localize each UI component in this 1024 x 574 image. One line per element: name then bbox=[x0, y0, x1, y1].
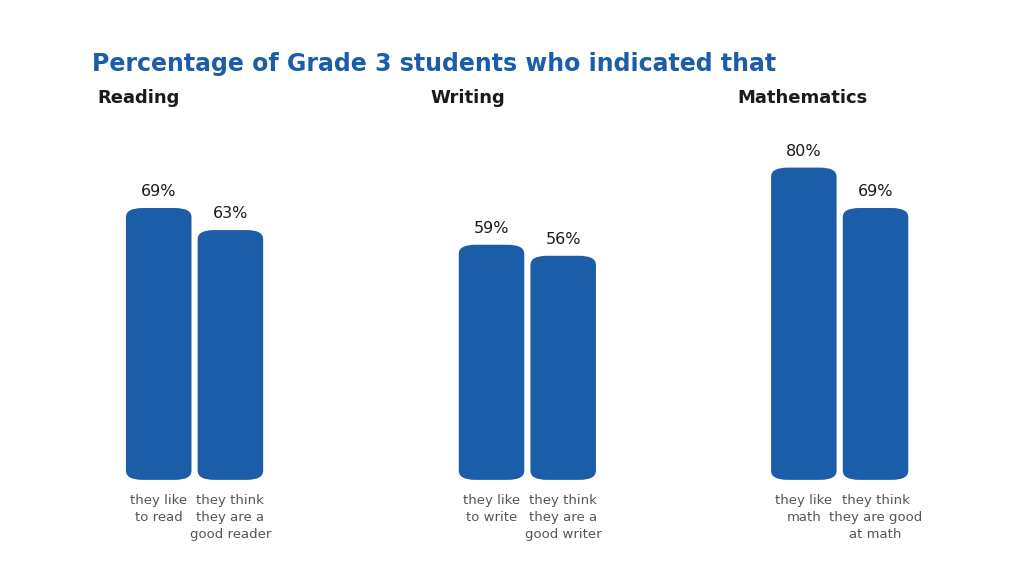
FancyBboxPatch shape bbox=[530, 256, 596, 480]
Text: 56%: 56% bbox=[546, 232, 581, 247]
Text: they like
math: they like math bbox=[775, 494, 833, 524]
Text: they think
they are good
at math: they think they are good at math bbox=[828, 494, 923, 541]
Text: 63%: 63% bbox=[213, 207, 248, 222]
Text: they think
they are a
good reader: they think they are a good reader bbox=[189, 494, 271, 541]
FancyBboxPatch shape bbox=[771, 168, 837, 480]
Text: 69%: 69% bbox=[858, 184, 893, 199]
Text: 69%: 69% bbox=[141, 184, 176, 199]
FancyBboxPatch shape bbox=[126, 208, 191, 480]
Text: Reading: Reading bbox=[97, 89, 179, 107]
Text: they like
to write: they like to write bbox=[463, 494, 520, 524]
FancyBboxPatch shape bbox=[459, 245, 524, 480]
Text: they think
they are a
good writer: they think they are a good writer bbox=[525, 494, 601, 541]
Text: 80%: 80% bbox=[786, 144, 821, 159]
Text: they like
to read: they like to read bbox=[130, 494, 187, 524]
Text: 59%: 59% bbox=[474, 221, 509, 236]
Text: Writing: Writing bbox=[430, 89, 505, 107]
FancyBboxPatch shape bbox=[198, 230, 263, 480]
Text: Percentage of Grade 3 students who indicated that: Percentage of Grade 3 students who indic… bbox=[92, 52, 776, 76]
Text: Mathematics: Mathematics bbox=[737, 89, 867, 107]
FancyBboxPatch shape bbox=[843, 208, 908, 480]
